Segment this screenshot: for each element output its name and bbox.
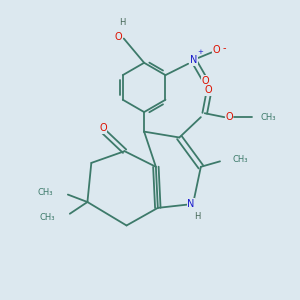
Text: +: + [198, 50, 204, 56]
Text: H: H [119, 18, 125, 27]
Text: CH₃: CH₃ [260, 112, 276, 122]
Text: O: O [202, 76, 209, 85]
Text: N: N [190, 55, 197, 65]
Text: O: O [205, 85, 212, 95]
Text: O: O [212, 46, 220, 56]
Text: CH₃: CH₃ [40, 213, 56, 222]
Text: O: O [99, 123, 107, 133]
Text: N: N [188, 199, 195, 209]
Text: -: - [222, 43, 226, 53]
Text: H: H [194, 212, 200, 221]
Text: CH₃: CH₃ [38, 188, 53, 197]
Text: CH₃: CH₃ [233, 155, 248, 164]
Text: O: O [115, 32, 122, 42]
Text: O: O [225, 112, 233, 122]
